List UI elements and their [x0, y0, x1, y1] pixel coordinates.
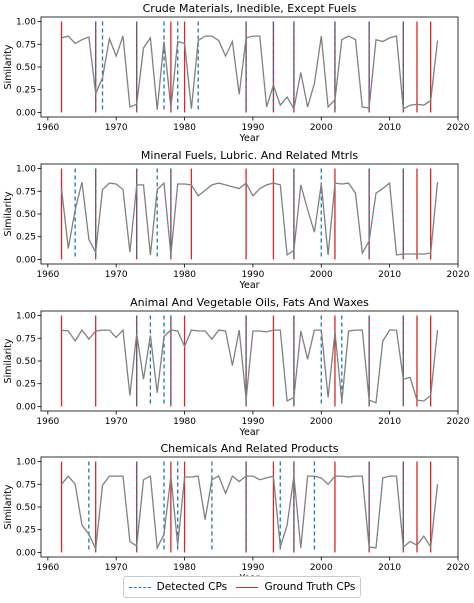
subplot-title: Chemicals And Related Products [160, 442, 338, 455]
x-tick-label: 2020 [447, 123, 470, 133]
x-tick-label: 1980 [173, 270, 196, 280]
x-tick-label: 1980 [173, 417, 196, 427]
x-tick-label: 1980 [173, 123, 196, 133]
y-tick-label: 0.50 [16, 63, 36, 73]
y-axis-label: Similarity [3, 484, 14, 529]
y-tick-label: 0.75 [16, 187, 36, 197]
x-tick-label: 2000 [310, 270, 333, 280]
x-tick-label: 2000 [310, 417, 333, 427]
x-tick-label: 2020 [447, 563, 470, 573]
y-axis-label: Similarity [3, 191, 14, 236]
legend-label-detected: Detected CPs [156, 581, 228, 593]
x-tick-label: 2010 [378, 417, 401, 427]
x-tick-label: 2000 [310, 123, 333, 133]
x-tick-label: 2010 [378, 270, 401, 280]
subplot-4: Chemicals And Related Products 1960 1970 19… [3, 442, 470, 584]
x-tick-label: 1970 [105, 270, 128, 280]
x-tick-label: 1960 [36, 417, 59, 427]
y-tick-label: 0.00 [16, 402, 36, 412]
x-tick-label: 1970 [105, 563, 128, 573]
similarity-series-line [61, 328, 439, 404]
y-tick-label: 0.25 [16, 526, 36, 536]
y-tick-label: 0.25 [16, 380, 36, 390]
y-tick-label: 1.00 [16, 165, 36, 175]
legend-item-detected: Detected CPs [128, 581, 228, 593]
x-tick-label: 1970 [105, 417, 128, 427]
y-tick-label: 0.75 [16, 480, 36, 490]
x-axis-label: Year [238, 280, 259, 291]
x-axis-label: Year [238, 427, 259, 438]
y-tick-label: 0.25 [16, 86, 36, 96]
subplot-2: Mineral Fuels, Lubric. And Related Mtrls… [3, 149, 470, 291]
y-axis-label: Similarity [3, 338, 14, 383]
y-axis-label: Similarity [3, 44, 14, 89]
y-tick-label: 1.00 [16, 458, 36, 468]
x-tick-label: 2010 [378, 563, 401, 573]
subplot-title: Mineral Fuels, Lubric. And Related Mtrls [141, 149, 358, 162]
axes-frame [40, 16, 459, 118]
y-tick-label: 0.75 [16, 334, 36, 344]
subplot-title: Animal And Vegetable Oils, Fats And Waxe… [130, 296, 369, 309]
subplot-3: Animal And Vegetable Oils, Fats And Waxe… [3, 296, 470, 438]
legend-item-ground-truth: Ground Truth CPs [236, 581, 355, 593]
x-tick-label: 1960 [36, 123, 59, 133]
y-tick-label: 1.00 [16, 312, 36, 322]
y-tick-label: 0.25 [16, 233, 36, 243]
similarity-series-line [60, 181, 439, 257]
legend-label-ground-truth: Ground Truth CPs [264, 581, 356, 593]
y-tick-label: 0.75 [16, 40, 36, 50]
subplot-title: Crude Materials, Inedible, Except Fuels [143, 2, 357, 15]
legend: Detected CPs Ground Truth CPs [123, 576, 361, 598]
x-tick-label: 1970 [105, 123, 128, 133]
similarity-series-line [61, 35, 439, 111]
x-tick-label: 1990 [241, 417, 264, 427]
x-tick-label: 1990 [241, 270, 264, 280]
y-tick-label: 0.00 [16, 548, 36, 558]
x-tick-label: 1990 [241, 123, 264, 133]
y-tick-label: 0.50 [16, 210, 36, 220]
subplot-1: Crude Materials, Inedible, Except Fuels 1… [3, 2, 470, 144]
y-tick-label: 1.00 [16, 18, 36, 28]
y-tick-label: 0.50 [16, 503, 36, 513]
x-tick-label: 1960 [36, 270, 59, 280]
axes-frame [40, 456, 459, 558]
x-tick-label: 2000 [310, 563, 333, 573]
dashed-line-icon [128, 586, 151, 588]
y-tick-label: 0.50 [16, 357, 36, 367]
x-tick-label: 1990 [241, 563, 264, 573]
y-tick-label: 0.00 [16, 255, 36, 265]
y-tick-label: 0.00 [16, 108, 36, 118]
x-axis-label: Year [238, 133, 259, 144]
solid-line-icon [236, 586, 259, 588]
x-tick-label: 1980 [173, 563, 196, 573]
x-tick-label: 1960 [36, 563, 59, 573]
x-tick-label: 2010 [378, 123, 401, 133]
similarity-series-line [60, 475, 439, 552]
x-tick-label: 2020 [447, 417, 470, 427]
x-tick-label: 2020 [447, 270, 470, 280]
